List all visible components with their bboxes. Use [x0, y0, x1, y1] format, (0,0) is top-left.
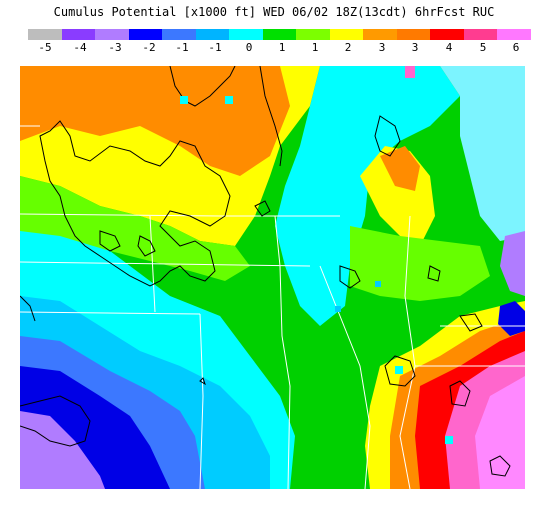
field-yellow-lobe	[160, 161, 210, 221]
map-canvas	[20, 66, 525, 489]
legend-swatch-10	[329, 29, 363, 40]
field-cyan-lakes	[275, 66, 460, 326]
legend-swatch-4	[128, 29, 162, 40]
speckle-cyan	[395, 366, 403, 374]
map-title: Cumulus Potential [x1000 ft] WED 06/02 1…	[53, 5, 495, 19]
speckle-pink	[405, 66, 415, 78]
speckle-sky	[335, 306, 341, 312]
speckle-sky	[375, 281, 381, 287]
field-lightcyan-northeast	[440, 66, 525, 241]
legend-swatch-8	[262, 29, 296, 40]
legend-swatch-2	[61, 29, 95, 40]
legend-swatch-3	[95, 29, 129, 40]
legend-swatch-6	[195, 29, 229, 40]
legend-tick-label: 6	[512, 41, 520, 54]
legend-tick-label: -3	[108, 41, 122, 54]
legend-swatch-7	[229, 29, 263, 40]
legend-tick-labels: -5 -4 -3 -2 -1 -1 0 1 1 2 3 3 4 5 6	[28, 41, 531, 55]
color-legend	[28, 29, 531, 40]
legend-tick-label: -4	[73, 41, 87, 54]
legend-tick-label: 3	[378, 41, 386, 54]
field-purple-east-edge	[500, 231, 525, 296]
legend-swatch-14	[463, 29, 497, 40]
speckle-cyan	[445, 436, 453, 444]
legend-tick-label: 2	[344, 41, 352, 54]
speckle-cyan	[225, 96, 233, 104]
legend-swatch-13	[430, 29, 464, 40]
legend-tick-label: 5	[479, 41, 487, 54]
legend-swatch-5	[162, 29, 196, 40]
legend-swatch-12	[396, 29, 430, 40]
forecast-map	[20, 66, 525, 489]
state-borders	[20, 125, 525, 489]
speckle-cyan	[180, 96, 188, 104]
legend-swatch-1	[28, 29, 62, 40]
field-purple-southwest	[20, 411, 105, 489]
legend-tick-label: -1	[175, 41, 189, 54]
legend-swatch-15	[497, 29, 531, 40]
field-lime-east	[350, 226, 490, 301]
legend-swatch-9	[296, 29, 330, 40]
field-lime-north	[20, 176, 250, 281]
legend-swatch-11	[363, 29, 397, 40]
legend-tick-label: -5	[38, 41, 52, 54]
legend-tick-label: 1	[278, 41, 286, 54]
legend-tick-label: 3	[411, 41, 419, 54]
legend-tick-label: 1	[311, 41, 319, 54]
legend-tick-label: -1	[208, 41, 222, 54]
speckles	[180, 66, 453, 444]
contour-lines	[20, 66, 511, 477]
legend-tick-label: 4	[445, 41, 453, 54]
field-orange-east	[380, 146, 420, 191]
field-magenta-southeast	[475, 376, 525, 489]
field-blue-east-edge	[498, 301, 525, 336]
legend-tick-label: 0	[245, 41, 253, 54]
field-orange-north	[20, 66, 290, 176]
legend-tick-label: -2	[142, 41, 156, 54]
